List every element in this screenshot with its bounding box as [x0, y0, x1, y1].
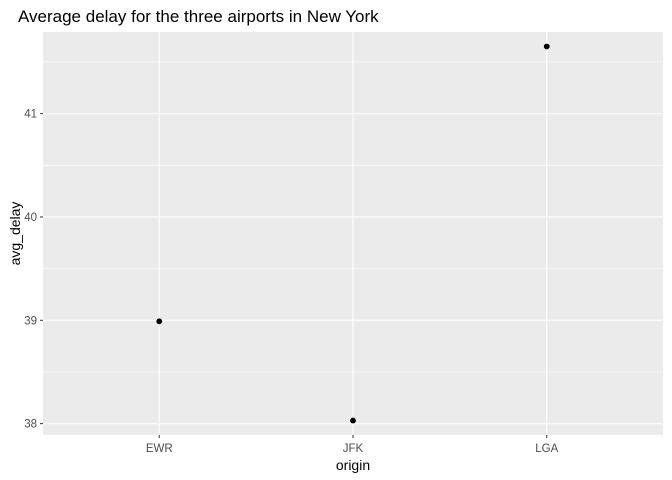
x-axis-title: origin [336, 457, 370, 473]
y-tick-label: 38 [24, 419, 37, 431]
data-point-jfk [350, 417, 356, 424]
y-axis-title: avg_delay [7, 202, 23, 266]
x-axis-ticks: EWR JFK LGA [146, 435, 559, 455]
x-tick-label: JFK [343, 443, 364, 455]
data-point-lga [543, 43, 550, 50]
data-points [156, 43, 550, 424]
y-tick-label: 39 [24, 315, 37, 327]
y-tick-label: 40 [24, 212, 37, 224]
y-axis-ticks: 38 39 40 41 [24, 109, 43, 431]
x-tick-label: LGA [535, 443, 558, 455]
y-tick-label: 41 [24, 109, 37, 121]
x-tick-label: EWR [146, 443, 173, 455]
data-point-ewr [156, 318, 163, 325]
chart-title: Average delay for the three airports in … [18, 7, 379, 26]
major-gridlines [43, 32, 663, 435]
